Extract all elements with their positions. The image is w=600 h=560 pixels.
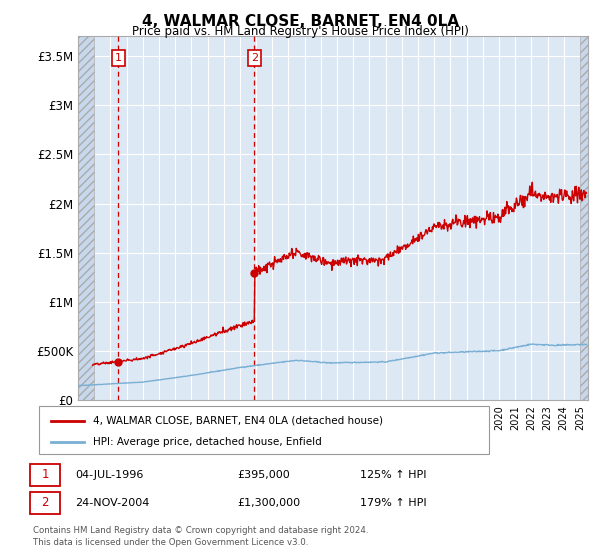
Text: 24-NOV-2004: 24-NOV-2004 bbox=[75, 498, 149, 508]
Text: £1,300,000: £1,300,000 bbox=[237, 498, 300, 508]
Text: Price paid vs. HM Land Registry's House Price Index (HPI): Price paid vs. HM Land Registry's House … bbox=[131, 25, 469, 38]
Text: 2: 2 bbox=[251, 53, 258, 63]
Text: 2: 2 bbox=[41, 496, 49, 510]
Text: 179% ↑ HPI: 179% ↑ HPI bbox=[360, 498, 427, 508]
Text: Contains HM Land Registry data © Crown copyright and database right 2024.
This d: Contains HM Land Registry data © Crown c… bbox=[33, 526, 368, 547]
Bar bbox=[580, 36, 588, 400]
Text: 04-JUL-1996: 04-JUL-1996 bbox=[75, 470, 143, 480]
Text: 1: 1 bbox=[115, 53, 122, 63]
Text: £395,000: £395,000 bbox=[237, 470, 290, 480]
Text: HPI: Average price, detached house, Enfield: HPI: Average price, detached house, Enfi… bbox=[93, 437, 322, 446]
Text: 1: 1 bbox=[41, 468, 49, 482]
Text: 4, WALMAR CLOSE, BARNET, EN4 0LA: 4, WALMAR CLOSE, BARNET, EN4 0LA bbox=[142, 14, 458, 29]
Bar bbox=[78, 36, 94, 400]
Text: 125% ↑ HPI: 125% ↑ HPI bbox=[360, 470, 427, 480]
Text: 4, WALMAR CLOSE, BARNET, EN4 0LA (detached house): 4, WALMAR CLOSE, BARNET, EN4 0LA (detach… bbox=[93, 416, 383, 426]
